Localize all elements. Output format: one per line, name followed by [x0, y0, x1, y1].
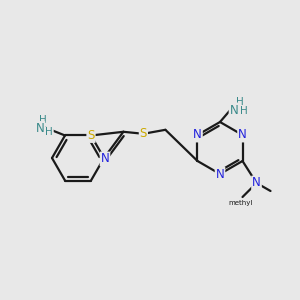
Text: S: S: [140, 127, 147, 140]
Text: H: H: [45, 128, 53, 137]
Text: N: N: [252, 176, 261, 190]
Text: N: N: [216, 167, 224, 181]
Text: N: N: [100, 152, 109, 166]
Text: H: H: [236, 97, 244, 107]
Text: methyl: methyl: [228, 200, 253, 206]
Text: H: H: [39, 116, 47, 125]
Text: N: N: [238, 128, 247, 142]
Text: N: N: [193, 128, 202, 142]
Text: H: H: [240, 106, 248, 116]
Text: S: S: [87, 129, 95, 142]
Text: N: N: [36, 122, 44, 135]
Text: N: N: [230, 103, 238, 116]
